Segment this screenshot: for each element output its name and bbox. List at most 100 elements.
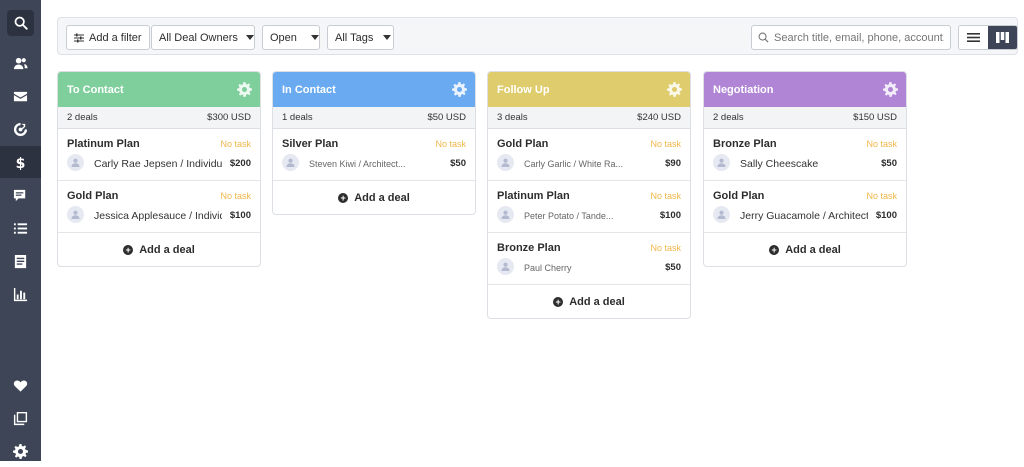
deal-card[interactable]: Bronze Plan No task Paul Cherry $50 — [488, 233, 690, 285]
deal-contact: Paul Cherry — [524, 263, 572, 273]
pipeline-column-follow-up: Follow Up 3 deals $240 USD Gold Plan No … — [487, 71, 691, 319]
user-icon — [71, 210, 80, 219]
add-deal-button[interactable]: + Add a deal — [488, 285, 690, 318]
deal-amount: $50 — [879, 158, 897, 169]
column-summary: 2 deals $300 USD — [58, 107, 260, 129]
deal-owners-dropdown[interactable]: All Deal Owners — [151, 25, 255, 50]
add-deal-button[interactable]: + Add a deal — [704, 233, 906, 266]
list-view-button[interactable] — [959, 26, 988, 49]
deal-contact: Jerry Guacamole / Architect's — [740, 210, 868, 222]
deal-card[interactable]: Platinum Plan No task Peter Potato / Tan… — [488, 181, 690, 233]
chevron-down-icon — [245, 35, 254, 40]
column-total: $50 USD — [427, 112, 466, 123]
deal-title: Silver Plan — [282, 138, 339, 150]
dollar-icon[interactable]: $ — [0, 146, 41, 178]
deal-contact: Carly Rae Jepsen / Individual I — [94, 158, 222, 170]
deal-count: 1 deals — [282, 112, 313, 123]
column-title: To Contact — [67, 83, 124, 96]
deal-amount: $100 — [873, 210, 897, 221]
avatar — [497, 154, 514, 171]
add-filter-label: Add a filter — [89, 31, 142, 44]
add-deal-label: Add a deal — [139, 243, 195, 256]
pipeline-column-in-contact: In Contact 1 deals $50 USD Silver Plan N… — [272, 71, 476, 215]
tags-dropdown[interactable]: All Tags — [327, 25, 394, 50]
deal-title: Gold Plan — [497, 138, 549, 150]
avatar — [67, 154, 84, 171]
deal-amount: $50 — [448, 158, 466, 169]
task-status: No task — [650, 243, 681, 253]
chevron-down-icon — [383, 35, 392, 40]
avatar — [497, 206, 514, 223]
user-icon — [286, 158, 295, 167]
pages-icon[interactable] — [0, 402, 41, 434]
task-status: No task — [650, 139, 681, 149]
deal-card[interactable]: Silver Plan No task Steven Kiwi / Archit… — [273, 129, 475, 181]
column-header: Follow Up — [488, 72, 690, 107]
add-deal-label: Add a deal — [569, 295, 625, 308]
search-icon[interactable] — [7, 10, 34, 36]
deal-contact: Carly Garlic / White Ra... — [524, 159, 624, 169]
filter-icon — [74, 33, 84, 42]
document-icon[interactable] — [0, 245, 41, 277]
chevron-down-icon — [310, 35, 319, 40]
list-view-icon — [967, 33, 980, 42]
target-icon[interactable] — [0, 113, 41, 145]
deal-amount: $100 — [657, 210, 681, 221]
column-total: $300 USD — [207, 112, 251, 123]
deal-card[interactable]: Bronze Plan No task Sally Cheescake $50 — [704, 129, 906, 181]
deal-title: Gold Plan — [67, 190, 119, 202]
deal-card[interactable]: Gold Plan No task Jessica Applesauce / I… — [58, 181, 260, 233]
filter-toolbar: Add a filter All Deal Owners Open All Ta… — [57, 17, 1018, 55]
mail-icon[interactable] — [0, 80, 41, 112]
deal-contact: Steven Kiwi / Architect... — [309, 159, 406, 169]
deal-contact: Sally Cheescake — [740, 158, 819, 170]
search-box — [751, 25, 951, 50]
task-status: No task — [220, 139, 251, 149]
gear-icon[interactable] — [452, 82, 467, 97]
column-header: To Contact — [58, 72, 260, 107]
deal-title: Bronze Plan — [497, 242, 561, 254]
gear-icon[interactable] — [883, 82, 898, 97]
task-status: No task — [866, 191, 897, 201]
search-icon — [758, 32, 769, 43]
column-total: $150 USD — [853, 112, 897, 123]
column-summary: 2 deals $150 USD — [704, 107, 906, 129]
pipeline-column-to-contact: To Contact 2 deals $300 USD Platinum Pla… — [57, 71, 261, 267]
user-icon — [717, 158, 726, 167]
heart-icon[interactable] — [0, 369, 41, 401]
deal-contact: Jessica Applesauce / Individu — [94, 210, 222, 222]
task-status: No task — [220, 191, 251, 201]
list-icon[interactable] — [0, 212, 41, 244]
gear-icon[interactable] — [237, 82, 252, 97]
add-deal-button[interactable]: + Add a deal — [58, 233, 260, 266]
deal-contact: Peter Potato / Tande... — [524, 211, 614, 221]
gear-icon[interactable] — [667, 82, 682, 97]
user-icon — [71, 158, 80, 167]
sidebar: $ — [0, 0, 41, 461]
bar-chart-icon[interactable] — [0, 278, 41, 310]
pipeline-column-negotiation: Negotiation 2 deals $150 USD Bronze Plan… — [703, 71, 907, 267]
svg-text:$: $ — [16, 156, 26, 170]
add-deal-button[interactable]: + Add a deal — [273, 181, 475, 214]
deal-card[interactable]: Gold Plan No task Carly Garlic / White R… — [488, 129, 690, 181]
avatar — [282, 154, 299, 171]
user-icon — [717, 210, 726, 219]
plus-icon: + — [123, 244, 134, 255]
add-filter-button[interactable]: Add a filter — [66, 25, 150, 50]
task-status: No task — [866, 139, 897, 149]
deal-count: 2 deals — [713, 112, 744, 123]
gear-icon[interactable] — [0, 435, 41, 467]
status-dropdown[interactable]: Open — [262, 25, 320, 50]
deal-card[interactable]: Platinum Plan No task Carly Rae Jepsen /… — [58, 129, 260, 181]
deal-card[interactable]: Gold Plan No task Jerry Guacamole / Arch… — [704, 181, 906, 233]
chat-icon[interactable] — [0, 179, 41, 211]
deal-title: Platinum Plan — [497, 190, 570, 202]
deal-amount: $100 — [227, 210, 251, 221]
search-input[interactable] — [774, 31, 944, 44]
contacts-icon[interactable] — [0, 47, 41, 79]
deal-title: Platinum Plan — [67, 138, 140, 150]
column-summary: 3 deals $240 USD — [488, 107, 690, 129]
board-view-button[interactable] — [988, 26, 1017, 49]
tags-label: All Tags — [335, 31, 374, 44]
column-header: Negotiation — [704, 72, 906, 107]
